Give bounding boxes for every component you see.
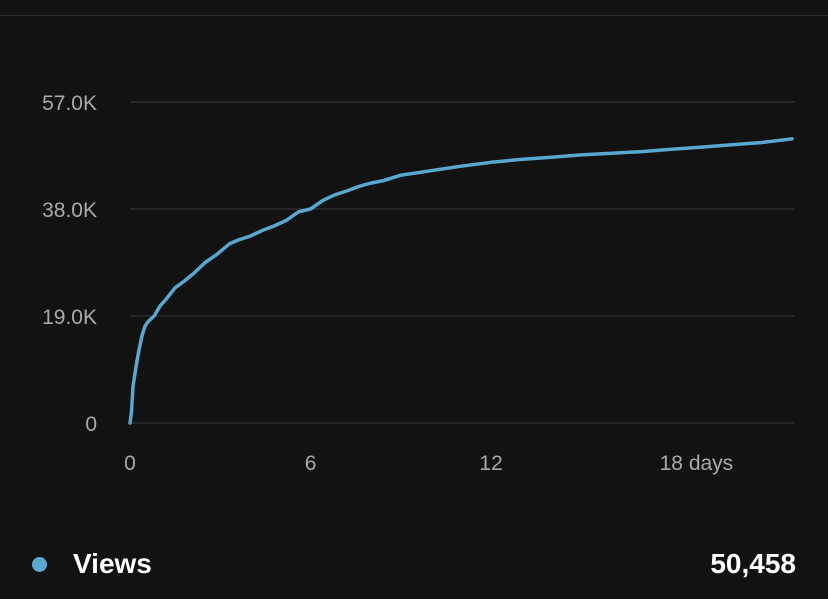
legend-series-name: Views	[73, 548, 152, 579]
x-tick-label: 18 days	[660, 452, 734, 475]
views-line-chart: 0 19.0K 38.0K 57.0K 0 6 12 18 days	[42, 92, 795, 475]
x-tick-label: 12	[479, 452, 502, 475]
legend: Views 50,458	[32, 544, 796, 584]
views-series-line	[128, 137, 794, 425]
y-tick-label: 19.0K	[42, 306, 97, 329]
x-tick-label: 6	[305, 452, 317, 475]
series-layer	[128, 137, 794, 425]
y-axis-ticks: 0 19.0K 38.0K 57.0K	[42, 92, 97, 436]
x-tick-label: 0	[124, 452, 136, 475]
y-tick-label: 0	[85, 413, 97, 436]
grid-lines	[130, 101, 795, 424]
y-tick-label: 57.0K	[42, 92, 97, 115]
top-divider	[0, 15, 828, 16]
x-axis-ticks: 0 6 12 18 days	[124, 452, 733, 475]
y-tick-label: 38.0K	[42, 199, 97, 222]
circle-dot-icon	[32, 556, 47, 572]
views-total: 50,458	[710, 548, 796, 579]
